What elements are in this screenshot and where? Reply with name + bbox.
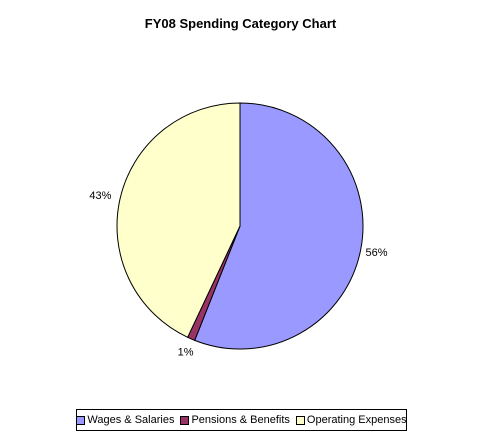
pie-label-wages: 56% <box>366 247 388 259</box>
legend-swatch-wages <box>76 415 86 425</box>
legend-swatch-pensions <box>180 415 190 425</box>
pie-label-operating: 43% <box>89 190 111 202</box>
legend-label-wages: Wages & Salaries <box>87 414 175 426</box>
legend-item-wages: Wages & Salaries <box>76 414 174 426</box>
pie-slice-operating <box>116 102 241 338</box>
pie-label-pensions: 1% <box>178 347 194 359</box>
legend: Wages & Salaries Pensions & Benefits Ope… <box>76 409 407 431</box>
legend-item-operating: Operating Expenses <box>295 414 407 426</box>
chart-title: FY08 Spending Category Chart <box>144 16 337 31</box>
legend-label-operating: Operating Expenses <box>306 414 407 426</box>
legend-item-pensions: Pensions & Benefits <box>180 414 290 426</box>
legend-label-pensions: Pensions & Benefits <box>191 414 290 426</box>
legend-swatch-operating <box>295 415 305 425</box>
pie-slice-wages <box>194 102 364 350</box>
